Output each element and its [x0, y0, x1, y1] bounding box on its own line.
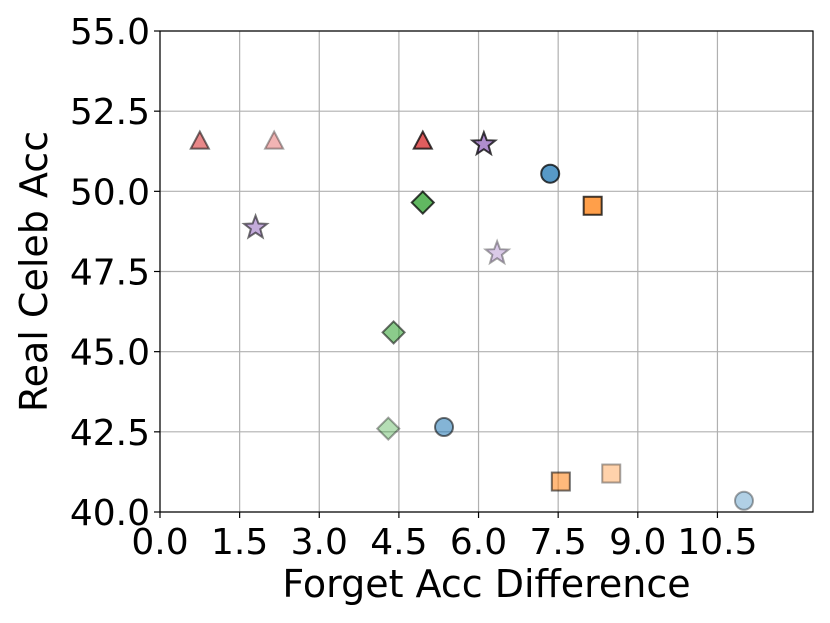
square-marker: [550, 471, 571, 492]
x-tick-label: 0.0: [131, 522, 188, 563]
y-tick-label: 42.5: [70, 413, 150, 454]
star-marker: [482, 238, 512, 266]
y-tick-label: 50.0: [70, 172, 150, 213]
x-tick-label: 10.5: [677, 522, 757, 563]
triangle-marker: [189, 129, 211, 150]
plot-frame: [159, 30, 814, 513]
square-marker: [601, 463, 622, 484]
circle-marker: [540, 163, 561, 184]
circle-marker: [733, 490, 754, 511]
square-marker: [582, 195, 603, 216]
diamond-marker: [410, 190, 436, 215]
y-tick-label: 52.5: [70, 92, 150, 133]
y-tick-label: 40.0: [70, 493, 150, 534]
diamond-marker: [375, 416, 401, 442]
ticks: 0.0 1.5 3.0 4.5 6.0 7.5 9.0 10.5 40.0 42.5 45.0 47.…: [70, 12, 758, 563]
triangle-marker: [412, 129, 434, 150]
star-marker: [241, 212, 270, 240]
data-points: [189, 129, 754, 511]
diamond-marker: [381, 320, 407, 345]
triangle-marker: [263, 129, 285, 150]
x-tick-label: 6.0: [450, 522, 507, 563]
x-tick-label: 3.0: [291, 522, 348, 563]
circle-marker: [434, 417, 455, 438]
x-tick-label: 4.5: [370, 522, 427, 563]
star-marker: [469, 129, 499, 157]
y-axis-label: Real Celeb Acc: [12, 131, 56, 412]
y-tick-label: 47.5: [70, 253, 150, 294]
x-tick-label: 7.5: [530, 522, 587, 563]
x-tick-label: 1.5: [211, 522, 268, 563]
y-tick-label: 45.0: [70, 333, 150, 374]
x-tick-label: 9.0: [609, 522, 666, 563]
x-axis-label: Forget Acc Difference: [282, 562, 690, 606]
y-tick-label: 55.0: [70, 12, 150, 53]
